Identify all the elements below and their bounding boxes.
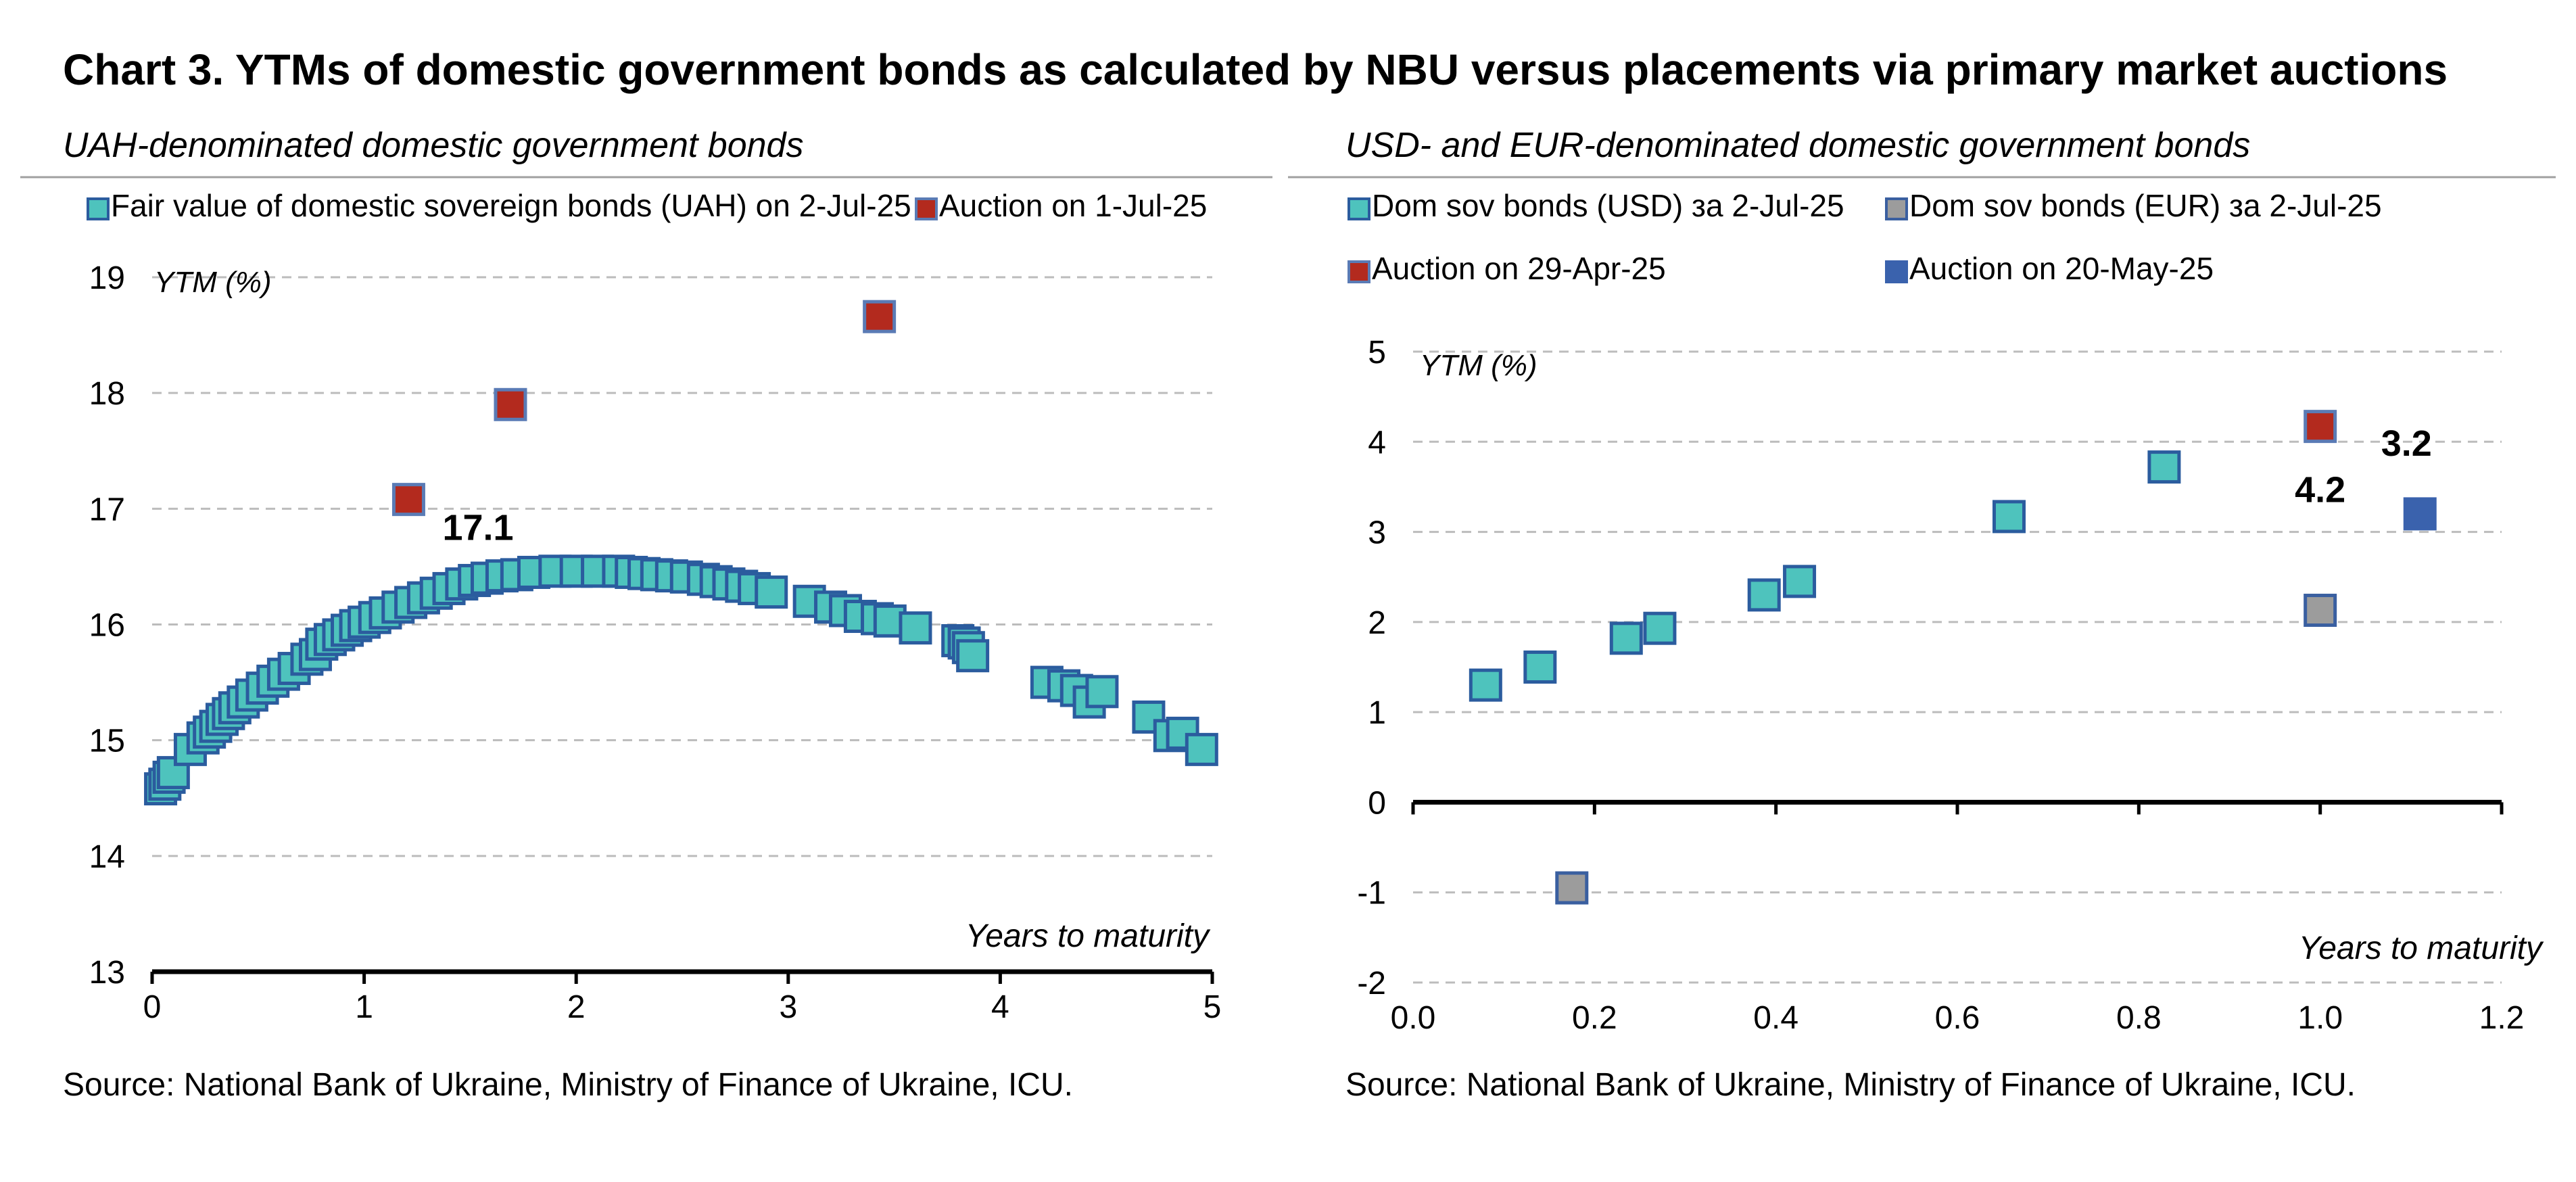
data-point [1185, 732, 1218, 766]
legend-label: Auction on 29-Apr-25 [1372, 251, 1666, 286]
data-point [2304, 594, 2337, 628]
panel-subtitle: USD- and EUR-denominated domestic govern… [1345, 126, 2250, 165]
y-tick-label: -1 [1357, 876, 1386, 912]
data-point [899, 611, 932, 645]
legend-marker [1885, 197, 1908, 220]
x-tick-label: 0.0 [1391, 1000, 1436, 1036]
y-tick-label: 1 [1368, 695, 1386, 731]
legend-marker [87, 197, 110, 220]
source-note: Source: National Bank of Ukraine, Minist… [1345, 1067, 2356, 1103]
y-tick-label: 15 [89, 724, 125, 759]
y-tick-label: 3 [1368, 515, 1386, 551]
data-point [1085, 675, 1119, 709]
data-point [1469, 668, 1502, 702]
legend-marker [915, 197, 938, 220]
y-tick-label: 16 [89, 608, 125, 644]
data-point [1992, 500, 2026, 534]
panel-usd-eur: USD- and EUR-denominated domestic govern… [1288, 126, 2556, 1103]
data-point [755, 575, 788, 609]
y-tick-label: 4 [1368, 425, 1386, 460]
y-axis-label: YTM (%) [1420, 349, 1537, 382]
data-point [2403, 497, 2437, 531]
y-tick-label: 0 [1368, 785, 1386, 821]
x-tick-label: 0.6 [1935, 1000, 1980, 1036]
chart-title: Chart 3. YTMs of domestic government bon… [63, 45, 2448, 94]
panel-uah: UAH-denominated domestic government bond… [20, 126, 1272, 1103]
x-tick-label: 4 [991, 989, 1009, 1025]
x-tick-label: 2 [567, 989, 586, 1025]
data-point [956, 639, 990, 673]
data-point [1609, 621, 1643, 655]
y-tick-label: 17 [89, 492, 125, 527]
x-tick-label: 1.2 [2479, 1000, 2525, 1036]
y-tick-label: 5 [1368, 335, 1386, 371]
data-label: 17.1 [442, 508, 513, 548]
x-tick-label: 5 [1203, 989, 1222, 1025]
data-point [494, 387, 527, 421]
y-tick-label: -2 [1357, 966, 1386, 1001]
data-point [1555, 871, 1589, 905]
legend-label: Auction on 20-May-25 [1909, 251, 2214, 286]
data-point [391, 483, 425, 517]
x-tick-label: 0 [143, 989, 162, 1025]
data-point [1132, 700, 1166, 734]
data-label: 3.2 [2381, 423, 2432, 464]
data-point [1523, 651, 1557, 684]
data-point [1783, 565, 1817, 598]
x-tick-label: 3 [779, 989, 797, 1025]
legend-marker [1885, 260, 1908, 283]
x-tick-label: 1 [355, 989, 373, 1025]
y-tick-label: 18 [89, 376, 125, 412]
x-tick-label: 0.2 [1572, 1000, 1617, 1036]
y-tick-label: 19 [89, 260, 125, 296]
y-tick-label: 14 [89, 839, 125, 875]
legend-label: Dom sov bonds (EUR) за 2-Jul-25 [1909, 188, 2382, 223]
legend-marker [1347, 197, 1370, 220]
data-point [2304, 410, 2337, 444]
data-point [2147, 450, 2181, 484]
x-tick-label: 0.4 [1753, 1000, 1798, 1036]
data-point [1747, 578, 1781, 612]
x-axis-label: Years to maturity [2299, 930, 2544, 966]
data-point [863, 300, 897, 333]
x-axis-label: Years to maturity [965, 918, 1211, 954]
x-tick-label: 1.0 [2297, 1000, 2343, 1036]
y-tick-label: 2 [1368, 605, 1386, 641]
legend-label: Auction on 1-Jul-25 [939, 188, 1207, 223]
panel-subtitle: UAH-denominated domestic government bond… [63, 126, 803, 165]
legend-label: Dom sov bonds (USD) за 2-Jul-25 [1372, 188, 1844, 223]
legend-label: Fair value of domestic sovereign bonds (… [111, 188, 911, 223]
x-tick-label: 0.8 [2116, 1000, 2162, 1036]
source-note: Source: National Bank of Ukraine, Minist… [63, 1067, 1073, 1103]
y-tick-label: 13 [89, 955, 125, 991]
data-point [1643, 611, 1677, 645]
legend-marker [1347, 260, 1370, 283]
data-label: 4.2 [2295, 470, 2345, 511]
y-axis-label: YTM (%) [154, 266, 272, 299]
